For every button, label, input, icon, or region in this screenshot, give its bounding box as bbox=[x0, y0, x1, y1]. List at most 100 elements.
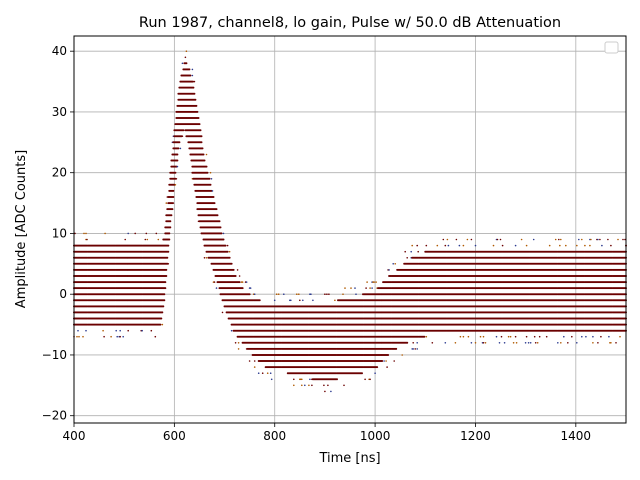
data-point bbox=[266, 372, 269, 375]
data-point bbox=[417, 250, 420, 253]
data-point bbox=[154, 335, 157, 338]
data-point bbox=[172, 189, 175, 192]
data-point bbox=[241, 287, 244, 290]
data-point bbox=[127, 232, 129, 235]
data-point bbox=[354, 287, 356, 289]
data-point bbox=[76, 335, 78, 338]
data-point bbox=[181, 62, 184, 65]
data-point bbox=[172, 202, 175, 204]
data-point bbox=[253, 360, 256, 362]
data-point bbox=[182, 129, 185, 132]
data-point bbox=[141, 329, 143, 332]
data-point bbox=[178, 141, 181, 144]
data-point bbox=[185, 62, 188, 65]
data-point bbox=[85, 232, 87, 235]
data-point bbox=[444, 244, 447, 247]
data-point bbox=[172, 196, 175, 198]
data-point bbox=[327, 384, 329, 387]
data-point bbox=[102, 329, 104, 332]
data-point bbox=[188, 68, 191, 71]
data-point bbox=[159, 323, 162, 326]
data-point bbox=[261, 372, 264, 375]
data-point bbox=[310, 293, 312, 296]
data-point bbox=[414, 348, 417, 350]
data-point bbox=[119, 335, 121, 338]
data-point bbox=[401, 354, 404, 356]
data-point bbox=[110, 335, 112, 338]
data-point bbox=[342, 293, 344, 296]
data-point bbox=[104, 232, 106, 235]
data-point bbox=[350, 287, 352, 289]
data-point bbox=[219, 226, 222, 229]
data-point bbox=[191, 68, 194, 71]
data-point bbox=[220, 232, 223, 235]
data-point bbox=[74, 232, 76, 235]
data-point bbox=[301, 384, 303, 387]
data-point bbox=[355, 293, 357, 296]
data-point bbox=[167, 244, 170, 247]
data-point bbox=[124, 238, 126, 241]
data-point bbox=[179, 147, 182, 150]
data-point bbox=[369, 378, 371, 381]
data-point bbox=[365, 287, 367, 289]
data-point bbox=[197, 117, 200, 119]
data-point bbox=[77, 329, 79, 332]
data-point bbox=[205, 165, 208, 168]
data-point bbox=[169, 226, 172, 229]
data-point bbox=[385, 360, 387, 362]
data-point bbox=[203, 257, 206, 259]
data-point bbox=[165, 202, 168, 204]
data-point bbox=[302, 299, 304, 302]
data-point bbox=[269, 372, 272, 375]
data-point bbox=[361, 372, 363, 375]
data-point bbox=[275, 293, 278, 296]
data-point bbox=[412, 348, 415, 350]
data-point bbox=[364, 378, 366, 381]
data-point bbox=[293, 384, 295, 387]
data-point bbox=[374, 372, 376, 375]
data-point bbox=[253, 366, 256, 368]
data-point bbox=[103, 335, 105, 338]
data-point bbox=[215, 208, 218, 211]
data-point bbox=[195, 104, 198, 107]
data-point bbox=[165, 268, 168, 271]
data-point bbox=[209, 183, 212, 186]
data-point bbox=[167, 263, 170, 265]
data-point bbox=[213, 281, 216, 283]
data-point bbox=[323, 384, 325, 387]
data-point bbox=[189, 74, 192, 77]
data-point bbox=[213, 202, 216, 205]
grid-lines bbox=[73, 36, 626, 423]
data-point bbox=[395, 347, 398, 350]
data-point bbox=[416, 342, 419, 344]
data-point bbox=[191, 74, 194, 77]
data-point bbox=[386, 366, 388, 368]
data-point bbox=[343, 384, 345, 387]
data-point bbox=[150, 329, 153, 332]
data-point bbox=[248, 293, 251, 296]
data-point bbox=[161, 311, 164, 314]
data-point bbox=[406, 341, 409, 344]
data-point bbox=[174, 184, 177, 186]
data-point bbox=[324, 293, 326, 296]
data-point bbox=[241, 281, 244, 283]
data-point bbox=[210, 178, 213, 180]
data-point bbox=[168, 232, 171, 235]
data-point bbox=[309, 378, 311, 381]
data-point bbox=[369, 287, 371, 289]
data-point bbox=[218, 220, 221, 223]
data-point bbox=[196, 110, 199, 113]
data-point bbox=[283, 293, 285, 296]
data-point bbox=[444, 342, 447, 344]
data-point bbox=[167, 250, 170, 253]
data-point bbox=[85, 329, 87, 332]
data-point bbox=[161, 323, 164, 326]
data-point bbox=[248, 360, 251, 362]
data-point bbox=[115, 329, 117, 332]
data-point bbox=[298, 293, 300, 296]
scatter-points bbox=[73, 50, 627, 393]
data-point bbox=[371, 287, 373, 289]
data-point bbox=[184, 56, 187, 59]
data-point bbox=[170, 214, 173, 217]
data-point bbox=[160, 317, 163, 320]
